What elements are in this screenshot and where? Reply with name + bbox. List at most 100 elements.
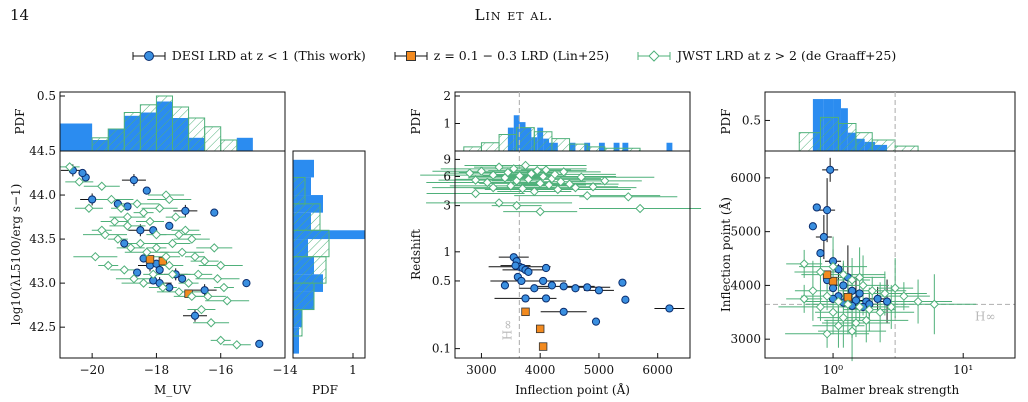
hist-bar-desi bbox=[60, 123, 93, 151]
point-diamond bbox=[532, 165, 542, 176]
point-diamond bbox=[151, 243, 162, 253]
point-circle bbox=[819, 232, 828, 242]
point-diamond bbox=[570, 182, 581, 193]
side-hist-xlabel: PDF bbox=[312, 383, 338, 397]
point-square bbox=[145, 255, 155, 264]
point-circle bbox=[142, 186, 151, 195]
hist-bar-jwst bbox=[533, 131, 553, 152]
top-hist-tick-label: 0.5 bbox=[742, 113, 761, 127]
point-diamond bbox=[482, 177, 493, 188]
h-infinity-label: H∞ bbox=[500, 320, 514, 340]
hist-bar-jwst bbox=[855, 132, 873, 152]
point-diamond bbox=[861, 315, 871, 326]
point-circle bbox=[855, 289, 864, 298]
point-diamond bbox=[148, 269, 158, 280]
point-diamond bbox=[880, 288, 890, 299]
point-square bbox=[828, 276, 838, 286]
y-tick-label: 43.5 bbox=[29, 232, 56, 246]
side-hist-bar-jwst bbox=[292, 229, 330, 258]
y-tick-label: 0.1 bbox=[432, 342, 451, 356]
point-diamond bbox=[541, 165, 551, 175]
hist-bar-jwst bbox=[139, 104, 157, 152]
legend-label-jwst: JWST LRD at z > 2 (de Graaff+25) bbox=[677, 48, 897, 63]
y-axis-label: Inflection point (Å) bbox=[718, 197, 733, 312]
point-circle bbox=[155, 265, 164, 275]
hist-bar-jwst bbox=[516, 127, 535, 152]
hist-bar-desi bbox=[812, 99, 824, 151]
point-diamond bbox=[558, 167, 569, 177]
side-hist-bar-jwst bbox=[292, 256, 327, 284]
point-circle bbox=[591, 317, 601, 326]
point-circle bbox=[559, 282, 568, 291]
point-diamond bbox=[470, 188, 481, 199]
point-circle bbox=[129, 175, 139, 185]
x-tick-label: 10¹ bbox=[953, 363, 973, 377]
point-circle bbox=[120, 239, 129, 248]
point-diamond bbox=[799, 259, 809, 269]
hist-bar-jwst bbox=[837, 123, 857, 152]
point-circle bbox=[530, 284, 539, 293]
point-diamond bbox=[556, 176, 566, 187]
point-circle bbox=[594, 286, 604, 295]
point-circle bbox=[547, 281, 557, 290]
point-circle bbox=[521, 294, 530, 303]
point-circle bbox=[136, 226, 145, 235]
hist-bar-jwst bbox=[220, 139, 238, 152]
side-hist-bar-jwst bbox=[292, 203, 321, 231]
point-diamond bbox=[635, 203, 645, 214]
point-diamond bbox=[161, 190, 171, 200]
hist-bar-desi bbox=[236, 137, 253, 151]
y-tick-label: 1 bbox=[443, 245, 451, 259]
hist-bar-jwst bbox=[498, 134, 518, 152]
point-diamond bbox=[913, 296, 923, 307]
x-axis-label: Balmer break strength bbox=[821, 383, 960, 397]
hist-bar-jwst bbox=[480, 142, 500, 152]
point-diamond bbox=[135, 238, 146, 249]
side-hist-tick-label: 1 bbox=[349, 363, 357, 377]
hist-bar-jwst bbox=[172, 106, 190, 152]
top-hist-tick-label: 2 bbox=[443, 89, 451, 103]
point-diamond bbox=[216, 335, 226, 346]
point-circle bbox=[133, 268, 142, 277]
point-diamond bbox=[808, 286, 818, 296]
point-diamond bbox=[514, 171, 525, 181]
point-diamond bbox=[84, 203, 94, 213]
legend-label-lin: z = 0.1 − 0.3 LRD (Lin+25) bbox=[433, 48, 610, 63]
point-diamond bbox=[476, 166, 487, 176]
point-circle bbox=[524, 267, 533, 277]
point-square bbox=[535, 324, 545, 334]
y-tick-label: 42.5 bbox=[29, 320, 56, 334]
point-diamond bbox=[129, 274, 139, 284]
point-diamond bbox=[538, 171, 548, 182]
legend: DESI LRD at z < 1 (This work) z = 0.1 − … bbox=[0, 48, 1028, 63]
point-diamond bbox=[526, 169, 537, 179]
point-diamond bbox=[167, 238, 178, 249]
point-diamond bbox=[113, 234, 123, 244]
point-diamond bbox=[828, 307, 838, 318]
point-diamond bbox=[171, 212, 181, 222]
point-diamond bbox=[828, 261, 838, 272]
point-circle bbox=[583, 283, 592, 292]
point-diamond bbox=[138, 278, 149, 288]
point-diamond bbox=[535, 206, 545, 217]
point-diamond bbox=[219, 282, 229, 293]
point-diamond bbox=[216, 260, 226, 271]
y-tick-label: 0.5 bbox=[432, 274, 451, 288]
point-diamond bbox=[886, 302, 896, 312]
hist-bar-jwst bbox=[204, 126, 222, 152]
point-diamond bbox=[464, 168, 475, 178]
x-tick-label: −18 bbox=[144, 363, 169, 377]
point-circle bbox=[851, 296, 861, 305]
point-diamond bbox=[509, 164, 519, 174]
point-diamond bbox=[232, 340, 242, 350]
point-diamond bbox=[494, 198, 504, 208]
point-diamond bbox=[193, 269, 203, 280]
hist-bar-desi bbox=[666, 142, 673, 151]
y-tick-label: 9 bbox=[443, 152, 451, 166]
point-diamond bbox=[488, 182, 498, 193]
point-diamond bbox=[553, 184, 563, 195]
y-tick-label: 44.5 bbox=[29, 144, 56, 158]
x-tick-label: −16 bbox=[208, 363, 233, 377]
point-diamond bbox=[833, 296, 844, 307]
hist-bar-jwst bbox=[871, 139, 896, 152]
